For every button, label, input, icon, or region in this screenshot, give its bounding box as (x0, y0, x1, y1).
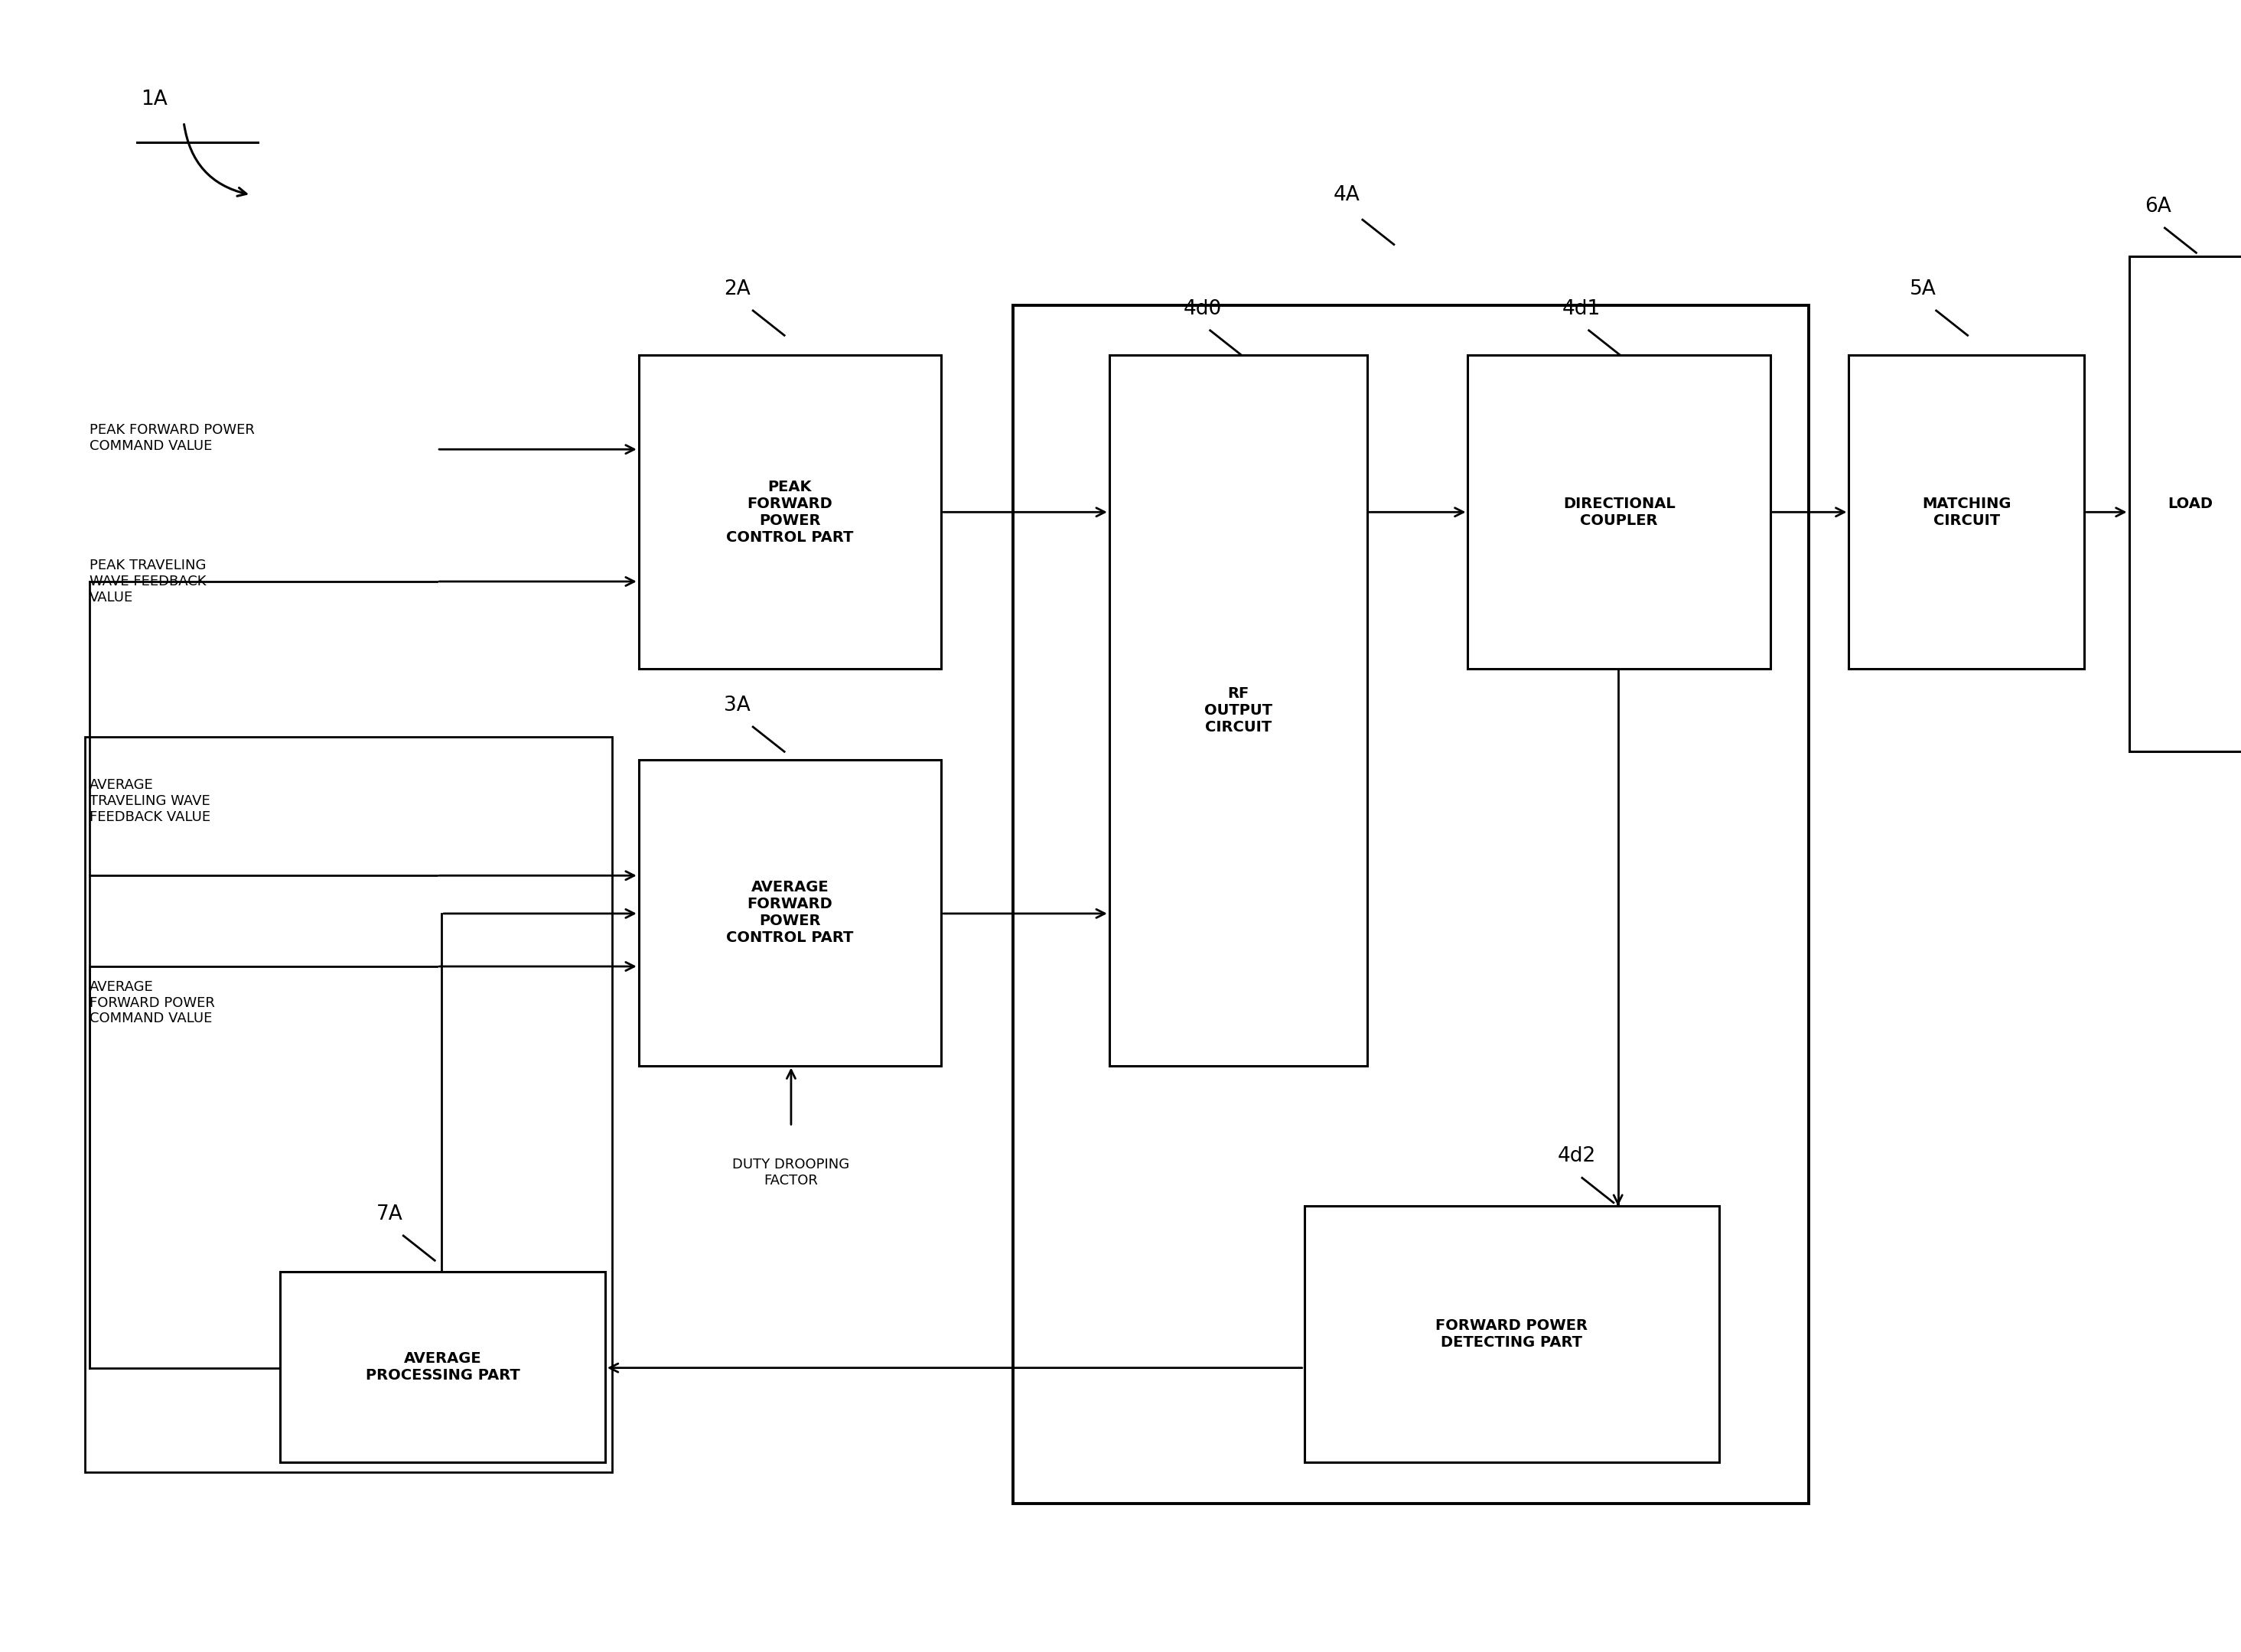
FancyBboxPatch shape (639, 355, 941, 669)
Text: 7A: 7A (376, 1204, 403, 1224)
Text: RF
OUTPUT
CIRCUIT: RF OUTPUT CIRCUIT (1203, 686, 1273, 735)
Text: MATCHING
CIRCUIT: MATCHING CIRCUIT (1923, 497, 2010, 527)
Text: 4d0: 4d0 (1183, 299, 1221, 319)
FancyBboxPatch shape (1468, 355, 1770, 669)
FancyBboxPatch shape (639, 760, 941, 1066)
Text: PEAK TRAVELING
WAVE FEEDBACK
VALUE: PEAK TRAVELING WAVE FEEDBACK VALUE (90, 558, 206, 605)
Text: DUTY DROOPING
FACTOR: DUTY DROOPING FACTOR (733, 1158, 849, 1188)
FancyBboxPatch shape (280, 1272, 605, 1462)
Text: 4d2: 4d2 (1557, 1146, 1596, 1166)
Text: 4d1: 4d1 (1562, 299, 1600, 319)
Text: 6A: 6A (2145, 197, 2172, 216)
Text: 4A: 4A (1333, 185, 1360, 205)
Text: AVERAGE
FORWARD
POWER
CONTROL PART: AVERAGE FORWARD POWER CONTROL PART (726, 881, 854, 945)
Text: LOAD: LOAD (2167, 497, 2214, 510)
FancyBboxPatch shape (1013, 306, 1808, 1503)
Text: PEAK
FORWARD
POWER
CONTROL PART: PEAK FORWARD POWER CONTROL PART (726, 479, 854, 545)
Text: 3A: 3A (724, 695, 751, 715)
FancyBboxPatch shape (1109, 355, 1367, 1066)
Text: 2A: 2A (724, 279, 751, 299)
Text: 5A: 5A (1909, 279, 1936, 299)
Text: PEAK FORWARD POWER
COMMAND VALUE: PEAK FORWARD POWER COMMAND VALUE (90, 423, 255, 453)
Text: FORWARD POWER
DETECTING PART: FORWARD POWER DETECTING PART (1436, 1318, 1587, 1350)
FancyBboxPatch shape (1304, 1206, 1719, 1462)
FancyBboxPatch shape (2129, 256, 2241, 752)
Text: 1A: 1A (141, 89, 168, 109)
Text: AVERAGE
PROCESSING PART: AVERAGE PROCESSING PART (365, 1351, 520, 1383)
Text: DIRECTIONAL
COUPLER: DIRECTIONAL COUPLER (1562, 497, 1676, 527)
Text: AVERAGE
TRAVELING WAVE
FEEDBACK VALUE: AVERAGE TRAVELING WAVE FEEDBACK VALUE (90, 778, 211, 824)
FancyBboxPatch shape (1849, 355, 2084, 669)
Text: AVERAGE
FORWARD POWER
COMMAND VALUE: AVERAGE FORWARD POWER COMMAND VALUE (90, 980, 215, 1026)
